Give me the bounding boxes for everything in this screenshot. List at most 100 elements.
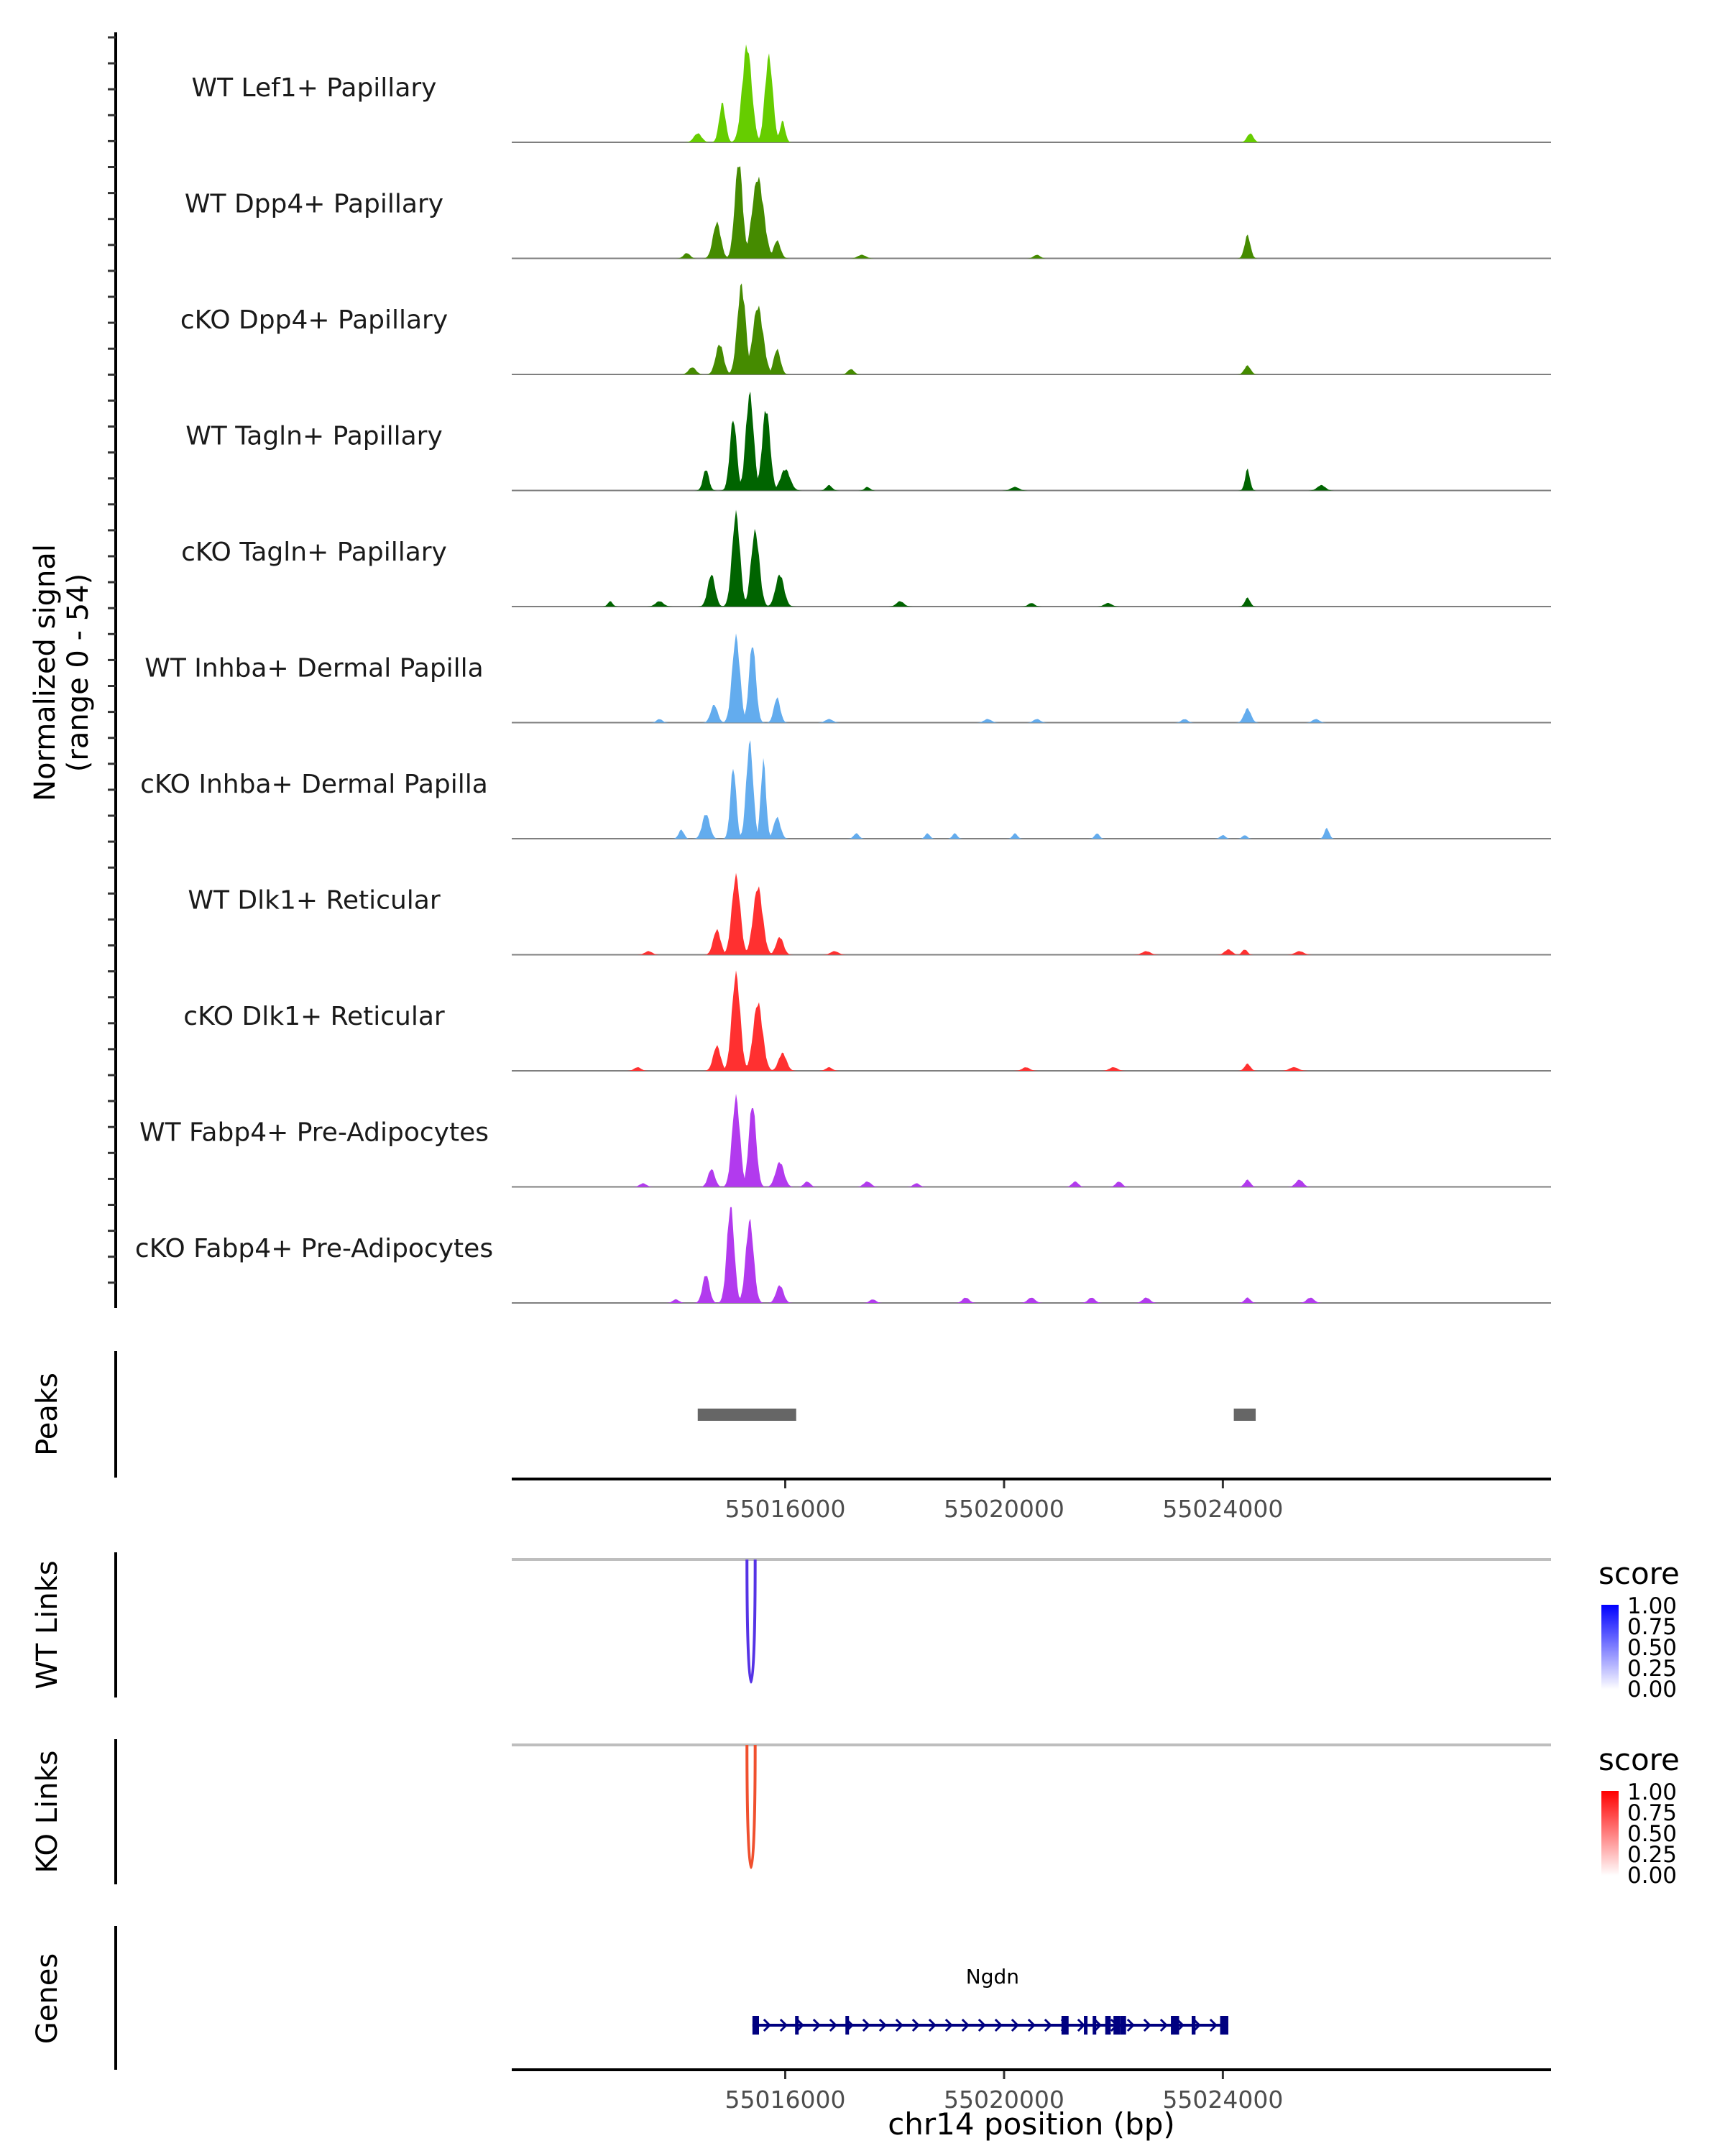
peaks-ylabel: Peaks xyxy=(31,1373,64,1456)
legend-label: 0.75 xyxy=(1627,1800,1677,1826)
gene-exon xyxy=(845,2016,850,2035)
strand-arrow xyxy=(878,2018,887,2032)
coverage-track: WT Dlk1+ Reticular xyxy=(188,872,1551,956)
coverage-track-label: cKO Inhba+ Dermal Papilla xyxy=(140,770,488,799)
wt-legend-title: score xyxy=(1598,1556,1680,1591)
strand-arrow xyxy=(763,2018,771,2032)
peak-region-bar xyxy=(1233,1409,1256,1421)
coverage-track-label: WT Dlk1+ Reticular xyxy=(188,886,440,916)
coverage-track-label: cKO Dpp4+ Papillary xyxy=(180,305,448,335)
coverage-area xyxy=(512,391,1551,491)
gene-exon xyxy=(1220,2016,1228,2035)
strand-arrow xyxy=(1027,2018,1036,2032)
coverage-area xyxy=(512,283,1551,374)
gene-exon xyxy=(1113,2016,1121,2035)
strand-arrow xyxy=(1044,2018,1052,2032)
coverage-area xyxy=(512,1207,1551,1303)
strand-arrow xyxy=(779,2018,788,2032)
strand-arrow xyxy=(944,2018,953,2032)
coverage-tracks: WT Lef1+ Papillary WT Dpp4+ Papillary cKO … xyxy=(135,44,1551,1304)
coverage-track: cKO Dpp4+ Papillary xyxy=(180,283,1551,375)
strand-arrow xyxy=(1159,2018,1168,2032)
gene-name-label: Ngdn xyxy=(966,1965,1019,1989)
x-tick-label: 55024000 xyxy=(1162,2086,1283,2114)
coverage-track-label: WT Dpp4+ Papillary xyxy=(185,190,443,219)
legend-label: 0.25 xyxy=(1627,1656,1677,1682)
wt-links-ylabel: WT Links xyxy=(31,1560,64,1689)
strand-arrow xyxy=(829,2018,837,2032)
strand-arrow xyxy=(911,2018,920,2032)
strand-arrow xyxy=(862,2018,870,2032)
coverage-track: WT Tagln+ Papillary xyxy=(185,391,1551,492)
strand-arrow xyxy=(978,2018,986,2032)
wt-legend-colorbar xyxy=(1601,1605,1619,1690)
strand-arrow xyxy=(1176,2018,1184,2032)
gene-exon xyxy=(1105,2016,1111,2035)
gene-model xyxy=(752,2016,1228,2035)
coverage-area xyxy=(512,970,1551,1071)
coverage-panel: Normalized signal (range 0 - 54) WT Lef1… xyxy=(29,32,1551,1308)
coverage-ylabel-line2: (range 0 - 54) xyxy=(62,573,95,772)
coverage-track: cKO Dlk1+ Reticular xyxy=(183,970,1551,1072)
coverage-area xyxy=(512,872,1551,955)
coverage-area xyxy=(512,633,1551,723)
gene-exon xyxy=(1061,2016,1069,2035)
legend-label: 1.00 xyxy=(1627,1593,1677,1619)
ko-legend-title: score xyxy=(1598,1742,1680,1777)
legend-label: 0.50 xyxy=(1627,1635,1677,1661)
gene-exon xyxy=(1120,2016,1126,2035)
coverage-track: cKO Inhba+ Dermal Papilla xyxy=(140,740,1551,839)
x-tick-label: 55020000 xyxy=(944,2086,1064,2114)
strand-arrow xyxy=(812,2018,821,2032)
coverage-area xyxy=(512,510,1551,607)
x-axis-top: 55016000 55020000 55024000 xyxy=(725,1480,1283,1523)
strand-arrow xyxy=(796,2018,804,2032)
links-panels: WT Links KO Links xyxy=(31,1552,1551,1884)
gene-exon xyxy=(1092,2016,1097,2035)
x-tick-label: 55016000 xyxy=(725,2086,846,2114)
coverage-ylabel-line1: Normalized signal xyxy=(29,544,62,801)
coverage-track-label: cKO Dlk1+ Reticular xyxy=(183,1002,445,1031)
x-tick-label: 55016000 xyxy=(725,1495,846,1523)
link-arc xyxy=(745,1744,757,1869)
coverage-track: WT Lef1+ Papillary xyxy=(192,44,1551,143)
ko-legend-colorbar xyxy=(1601,1791,1619,1876)
peak-region-bar xyxy=(697,1409,796,1421)
strand-arrow xyxy=(1192,2018,1201,2032)
x-tick-label: 55020000 xyxy=(944,1495,1064,1523)
legend-label: 0.25 xyxy=(1627,1842,1677,1868)
coverage-track: WT Dpp4+ Papillary xyxy=(185,166,1551,259)
strand-arrow xyxy=(961,2018,970,2032)
x-axis-bottom: 55016000 55020000 55024000 xyxy=(725,2071,1283,2114)
coverage-area xyxy=(512,740,1551,839)
legend-label: 0.00 xyxy=(1627,1863,1677,1889)
gene-exon xyxy=(795,2016,799,2035)
gene-exon xyxy=(752,2016,759,2035)
gene-exon xyxy=(1191,2016,1196,2035)
strand-arrow xyxy=(1093,2018,1102,2032)
coverage-area xyxy=(512,166,1551,259)
coverage-track-label: cKO Fabp4+ Pre-Adipocytes xyxy=(135,1234,493,1263)
coverage-track: cKO Tagln+ Papillary xyxy=(181,510,1551,607)
wt-score-legend: score 1.000.750.500.250.00 xyxy=(1598,1556,1680,1703)
genes-ylabel: Genes xyxy=(31,1953,64,2044)
legend-label: 0.75 xyxy=(1627,1614,1677,1640)
ko-legend-labels: 1.000.750.500.250.00 xyxy=(1627,1779,1677,1889)
coverage-track-label: WT Lef1+ Papillary xyxy=(192,73,437,103)
coverage-track-label: WT Tagln+ Papillary xyxy=(185,422,443,451)
coverage-track: WT Inhba+ Dermal Papilla xyxy=(144,633,1551,724)
coverage-track-label: WT Fabp4+ Pre-Adipocytes xyxy=(139,1118,489,1148)
wt-links-arcs xyxy=(745,1559,757,1684)
gene-exon xyxy=(1171,2016,1179,2035)
peak-regions xyxy=(697,1409,1256,1421)
strand-arrow xyxy=(928,2018,937,2032)
strand-arrow xyxy=(994,2018,1003,2032)
coverage-track-label: WT Inhba+ Dermal Papilla xyxy=(144,654,483,683)
gene-exon xyxy=(1084,2016,1088,2035)
peaks-panel: Peaks 55016000 55020000 55024000 xyxy=(31,1351,1551,1523)
coverage-track: cKO Fabp4+ Pre-Adipocytes xyxy=(135,1207,1551,1304)
legend-label: 1.00 xyxy=(1627,1779,1677,1805)
ko-score-legend: score 1.000.750.500.250.00 xyxy=(1598,1742,1680,1889)
ko-links-ylabel: KO Links xyxy=(31,1751,64,1874)
link-arc xyxy=(745,1559,757,1684)
